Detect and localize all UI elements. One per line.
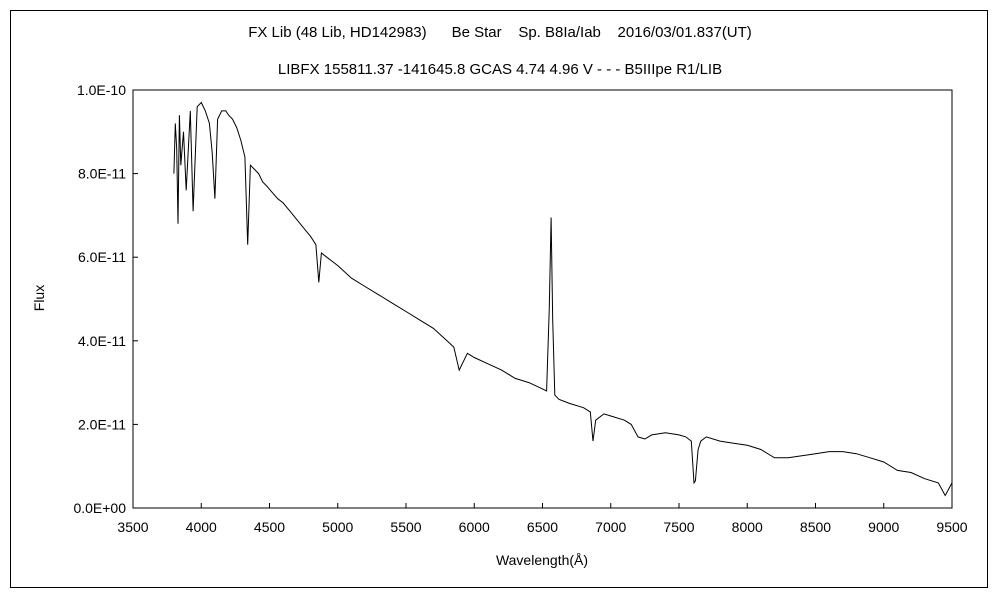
plot-area [132, 89, 953, 509]
x-tick-label: 4500 [254, 519, 285, 535]
x-tick-label: 9000 [868, 519, 899, 535]
x-tick-label: 7000 [595, 519, 626, 535]
y-tick-label: 8.0E-11 [78, 166, 126, 182]
x-tick-label: 8500 [800, 519, 831, 535]
x-tick-label: 5500 [390, 519, 421, 535]
y-tick-label: 1.0E-10 [77, 82, 126, 98]
y-tick-label: 2.0E-11 [78, 416, 126, 432]
x-axis: 3500 4000 4500 5000 5500 6000 6500 7000 7500 8000… [117, 503, 968, 535]
x-axis-label: Wavelength(Å) [496, 552, 588, 568]
x-tick-label: 6500 [527, 519, 558, 535]
y-tick-label: 6.0E-11 [78, 249, 126, 265]
x-tick-label: 7500 [663, 519, 694, 535]
x-tick-label: 4000 [186, 519, 217, 535]
y-axis-label: Flux [31, 285, 47, 311]
x-tick-label: 3500 [117, 519, 148, 535]
chart-subtitle: LIBFX 155811.37 -141645.8 GCAS 4.74 4.96… [277, 61, 723, 78]
chart-frame [10, 10, 988, 588]
y-tick-label: 0.0E+00 [73, 500, 126, 516]
x-tick-label: 9500 [936, 519, 967, 535]
y-axis: 0.0E+00 2.0E-11 4.0E-11 6.0E-11 8.0E-11 1.0E-… [73, 82, 138, 516]
x-tick-label: 8000 [732, 519, 763, 535]
chart-title: FX Lib (48 Lib, HD142983) Be Star Sp. B8… [248, 24, 752, 41]
y-tick-label: 4.0E-11 [78, 333, 126, 349]
x-tick-label: 6000 [459, 519, 490, 535]
x-tick-label: 5000 [322, 519, 353, 535]
spectrum-line [173, 101, 953, 497]
